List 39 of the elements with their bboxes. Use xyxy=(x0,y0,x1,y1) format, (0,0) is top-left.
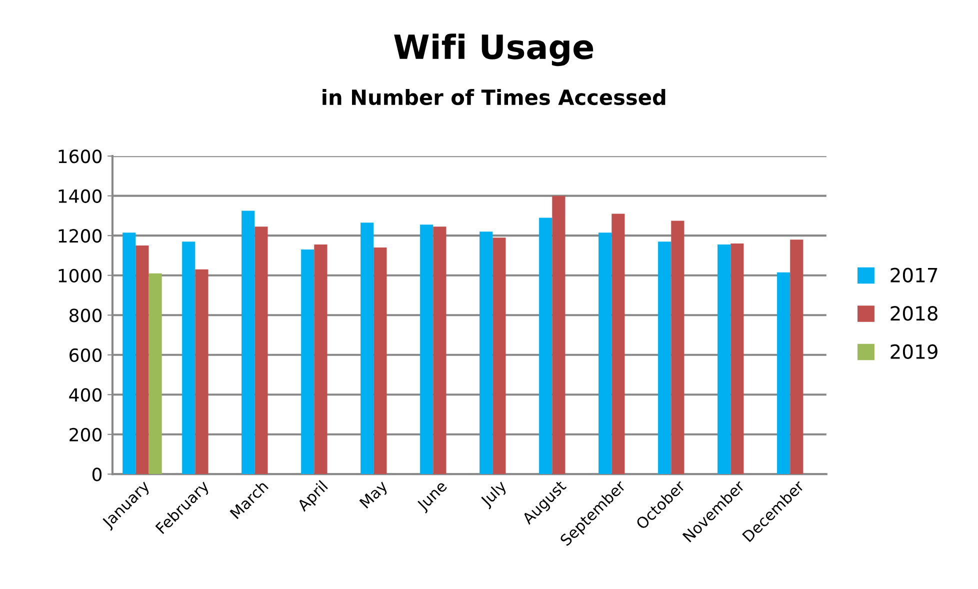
bar xyxy=(301,250,314,474)
bar xyxy=(360,222,374,474)
y-tick-label: 800 xyxy=(70,308,102,322)
bar xyxy=(790,240,804,474)
y-tick-label: 1200 xyxy=(58,229,102,243)
y-tick-label: 1600 xyxy=(58,150,102,164)
bar xyxy=(122,232,136,474)
bar xyxy=(136,246,149,474)
legend-label: 2018 xyxy=(890,306,938,321)
bar xyxy=(658,242,672,474)
bar xyxy=(777,272,790,474)
bar xyxy=(242,210,255,474)
legend-label: 2019 xyxy=(890,344,938,360)
y-tick-label: 600 xyxy=(70,348,102,362)
bar xyxy=(492,238,506,474)
y-tick-label: 400 xyxy=(69,388,102,402)
bar xyxy=(182,242,196,474)
bar xyxy=(539,218,552,474)
bar xyxy=(420,224,434,474)
bar xyxy=(374,248,387,474)
bar xyxy=(433,226,446,474)
bar xyxy=(148,273,162,474)
y-tick-label: 1000 xyxy=(58,268,102,282)
y-tick-label: 1400 xyxy=(58,189,102,203)
bar xyxy=(671,220,684,474)
chart-title: Wifi Usage xyxy=(394,34,594,66)
bar xyxy=(195,269,208,474)
bar xyxy=(314,244,328,474)
bar xyxy=(480,232,493,474)
chart-subtitle: in Number of Times Accessed xyxy=(322,89,666,106)
bar xyxy=(718,244,731,474)
bar xyxy=(552,196,566,474)
bar xyxy=(254,226,268,474)
y-tick-label: 0 xyxy=(92,468,102,482)
bar xyxy=(598,232,612,474)
bar xyxy=(730,244,744,474)
bar xyxy=(612,214,625,474)
legend-label: 2017 xyxy=(890,268,938,282)
y-tick-label: 200 xyxy=(70,428,102,442)
